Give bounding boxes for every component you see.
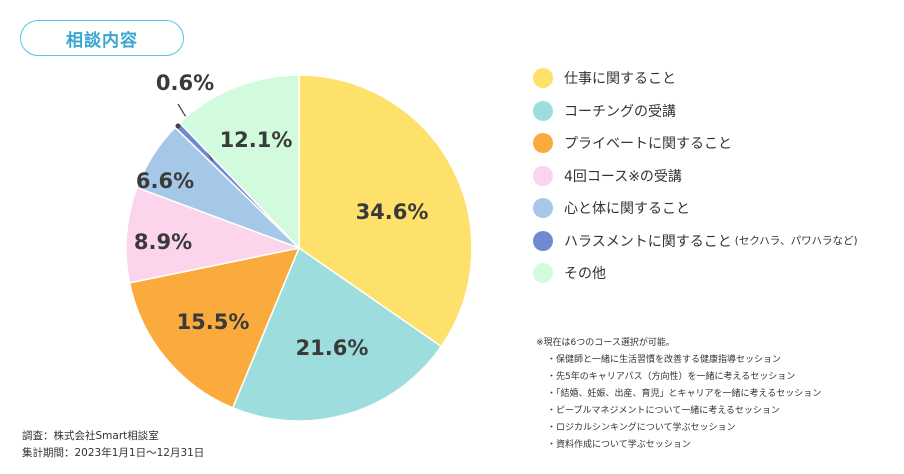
pie-slice [298, 74, 473, 348]
legend-label: ハラスメントに関すること [564, 233, 732, 250]
pie-slice [178, 74, 300, 250]
legend-swatch [533, 230, 553, 251]
note-item: ・ロジカルシンキングについて学ぶセッション [547, 423, 736, 433]
survey-period: 集計期間：2023年1月1日〜12月31日 [22, 447, 205, 459]
note-item: ・保健師と一緒に生活習慣を改善する健康指導セッション [547, 355, 782, 365]
slice-label: 0.6% [156, 71, 214, 95]
pie-slice [231, 246, 443, 422]
legend-swatch [533, 263, 553, 284]
legend-label: 仕事に関すること [564, 71, 676, 88]
slice-label: 6.6% [136, 169, 194, 193]
slice-label: 8.9% [134, 230, 192, 254]
slice-label: 15.5% [177, 310, 250, 334]
legend-swatch [533, 133, 553, 154]
pie-slice [125, 186, 302, 284]
chart-title-pill: 相談内容 [20, 20, 184, 56]
legend-swatch [533, 100, 553, 121]
legend: 仕事に関すること コーチングの受講プライベートに関すること 4回コース※の受講 心と体… [533, 62, 858, 290]
survey-source: 調査：株式会社Smart相談室 [22, 430, 159, 442]
note-item: ・「結婚、妊娠、出産、育児」とキャリアを一緒に考えるセッション [547, 389, 822, 399]
legend-item: プライベートに関すること [533, 127, 858, 160]
legend-item: コーチングの受講 [533, 95, 858, 128]
legend-label: 心と体に関すること [564, 201, 690, 218]
chart-title: 相談内容 [66, 30, 138, 51]
legend-label: 4回コース※の受講 [564, 168, 682, 185]
slice-label: 34.6% [356, 200, 429, 224]
legend-item: 4回コース※の受講 [533, 160, 858, 193]
legend-swatch [533, 68, 553, 89]
source-info: 調査：株式会社Smart相談室 集計期間：2023年1月1日〜12月31日 [22, 428, 204, 462]
leader-dot [175, 123, 181, 129]
note-item: ・資料作成について学ぶセッション [547, 440, 691, 450]
legend-item: 仕事に関すること [533, 62, 858, 95]
legend-item: ハラスメントに関すること (セクハラ、パワハラなど) [533, 225, 858, 258]
slice-label: 21.6% [296, 336, 369, 360]
legend-item: その他 [533, 257, 858, 290]
note-item: ・ピープルマネジメントについて一緒に考えるセッション [547, 406, 780, 416]
legend-label: プライベートに関すること [564, 136, 732, 153]
notes-heading: ※現在は6つのコース選択が可能。 [536, 338, 675, 348]
legend-swatch [533, 198, 553, 219]
legend-note: (セクハラ、パワハラなど) [734, 235, 858, 248]
pie-slice [128, 246, 301, 409]
course-notes: ※現在は6つのコース選択が可能。 ・保健師と一緒に生活習慣を改善する健康指導セッ… [536, 335, 821, 454]
note-item: ・先5年のキャリアパス（方向性）を一緒に考えるセッション [547, 372, 796, 382]
slice-label: 12.1% [220, 128, 293, 152]
pie-chart: 34.6% 21.6% 15.5% 8.9% 6.6% 0.6% 12.1% [125, 71, 473, 422]
legend-label: その他 [564, 266, 606, 283]
legend-swatch [533, 165, 553, 186]
legend-item: 心と体に関すること [533, 192, 858, 225]
legend-label: コーチングの受講 [564, 103, 676, 120]
